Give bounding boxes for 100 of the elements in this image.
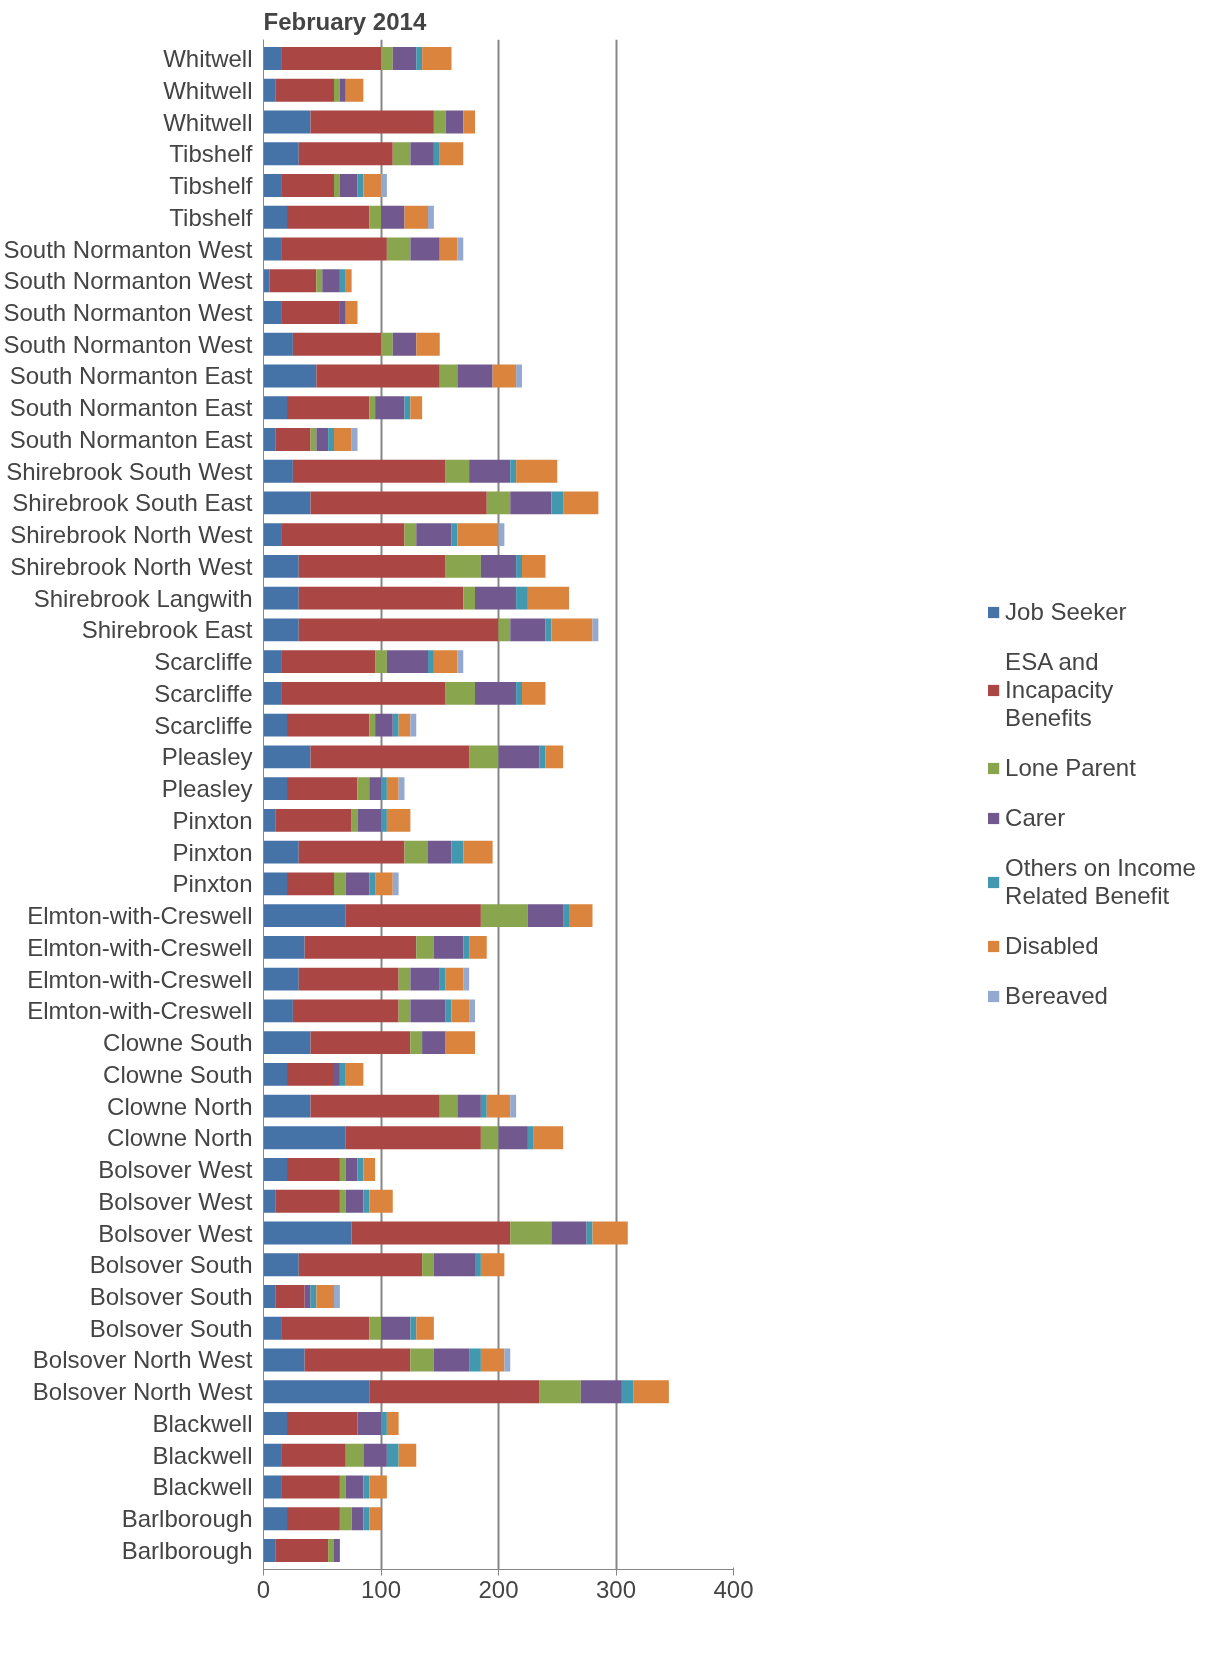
bar	[345, 1062, 364, 1086]
y-tick-label: Shirebrook North West	[10, 521, 253, 549]
y-tick-label: Tibshelf	[169, 172, 253, 200]
bar	[404, 840, 428, 864]
bar	[522, 681, 546, 705]
bar	[263, 1443, 282, 1467]
bar	[416, 935, 434, 959]
bar	[516, 459, 558, 483]
bar	[369, 1189, 393, 1213]
y-tick-label: Whitwell	[163, 45, 253, 73]
y-tick-label: Tibshelf	[169, 140, 253, 168]
bar	[592, 1221, 628, 1245]
bar	[316, 269, 323, 293]
bar	[498, 618, 511, 642]
bar	[287, 1412, 358, 1435]
bar	[463, 935, 470, 959]
bar	[463, 586, 475, 610]
bar	[386, 1412, 399, 1435]
bar	[428, 650, 434, 674]
bar	[539, 745, 546, 769]
bar	[339, 301, 346, 324]
bar	[275, 428, 311, 451]
bar	[339, 269, 346, 293]
bar	[510, 1094, 517, 1118]
bar	[292, 999, 399, 1023]
bar	[363, 174, 381, 197]
bar	[345, 78, 364, 102]
y-tick-label: Bolsover West	[98, 1219, 253, 1247]
bar	[369, 1380, 540, 1404]
bar	[457, 650, 464, 674]
bar	[480, 1253, 505, 1277]
bar	[263, 1062, 287, 1086]
bar	[404, 523, 417, 547]
legend-label: Job Seeker	[1005, 598, 1127, 626]
bar	[334, 428, 352, 451]
bar	[281, 1475, 340, 1499]
y-tick-label: Shirebrook South East	[12, 489, 253, 517]
bar	[381, 1412, 387, 1435]
y-tick-label: Pinxton	[172, 870, 253, 898]
bar	[263, 364, 317, 388]
bar	[369, 777, 381, 801]
bar	[369, 1316, 381, 1340]
bar	[316, 1285, 334, 1308]
bar	[410, 713, 417, 737]
bar	[339, 1062, 346, 1086]
bar	[381, 808, 387, 832]
bar	[263, 1094, 311, 1118]
bar	[263, 808, 276, 832]
bar	[469, 459, 511, 483]
bar	[422, 47, 452, 70]
bar	[510, 491, 552, 515]
bar	[510, 459, 517, 483]
bar	[263, 904, 346, 928]
bar	[351, 1221, 511, 1245]
y-tick-label: Shirebrook Langwith	[33, 584, 253, 612]
legend-label: ESA and Incapacity Benefits	[1005, 648, 1114, 732]
y-tick-label: Shirebrook East	[81, 616, 253, 644]
bar	[263, 1316, 282, 1340]
bar	[386, 1443, 399, 1467]
bar	[345, 1158, 358, 1181]
bar	[334, 1539, 340, 1562]
bar	[287, 1158, 340, 1181]
bar	[263, 745, 311, 769]
bar	[475, 1253, 481, 1277]
bar	[469, 1348, 481, 1372]
bar	[334, 78, 340, 102]
bar	[410, 237, 440, 261]
bar	[281, 301, 340, 324]
bar	[457, 1094, 481, 1118]
bar	[498, 745, 540, 769]
bar	[263, 459, 293, 483]
bar	[404, 205, 428, 229]
bar	[363, 1189, 370, 1213]
bar	[339, 78, 346, 102]
bar	[363, 1443, 387, 1467]
bar	[451, 840, 464, 864]
y-tick-label: South Normanton East	[9, 394, 253, 422]
bar	[551, 618, 593, 642]
bar	[386, 808, 411, 832]
bar	[310, 745, 470, 769]
bar	[410, 1348, 434, 1372]
x-tick-label: 0	[256, 1575, 271, 1603]
bar	[433, 1253, 475, 1277]
bar	[463, 840, 493, 864]
bar	[398, 713, 411, 737]
bar	[386, 777, 399, 801]
bar	[386, 650, 428, 674]
bar	[339, 1158, 346, 1181]
bar	[580, 1380, 622, 1404]
bar	[381, 174, 387, 197]
y-tick-label: South Normanton East	[9, 425, 253, 453]
bar	[357, 808, 381, 832]
bar	[275, 1285, 305, 1308]
bar	[398, 967, 411, 991]
bar	[381, 777, 387, 801]
bar	[398, 999, 411, 1023]
bar	[263, 110, 311, 134]
bar	[322, 269, 340, 293]
y-tick-label: Elmton-with-Creswell	[27, 902, 253, 930]
bar	[263, 713, 287, 737]
